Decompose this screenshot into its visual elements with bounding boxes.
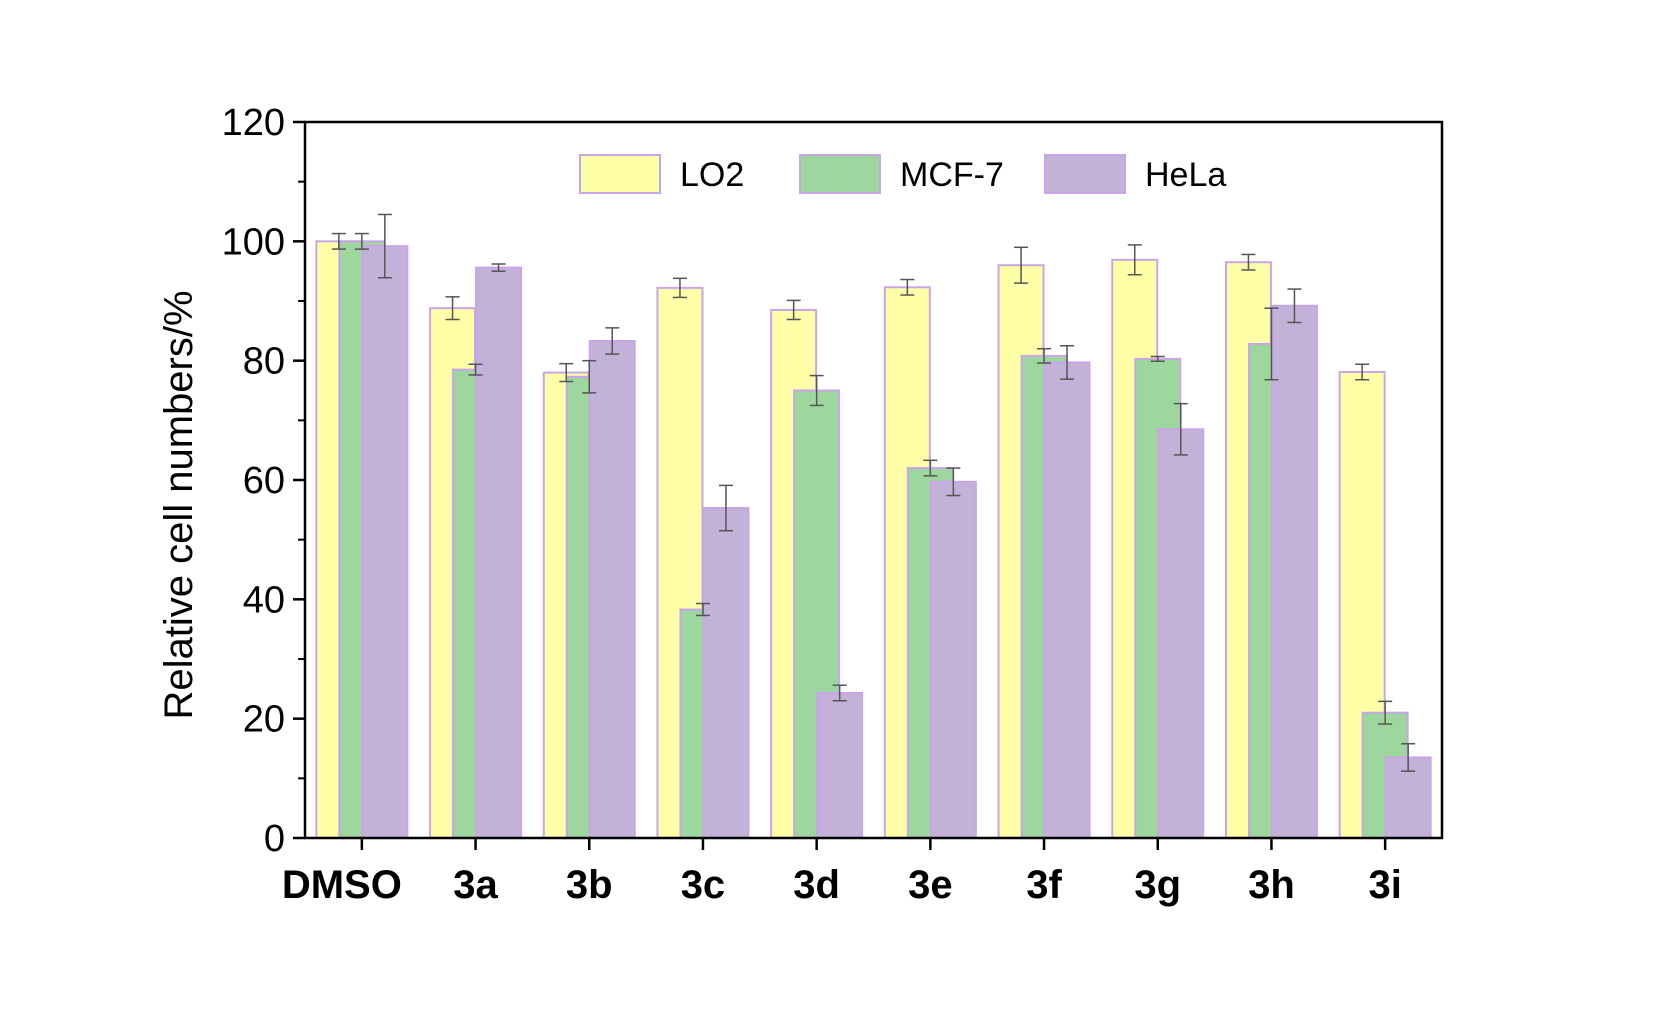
error-bar-hela-3g: [1173, 402, 1188, 456]
x-tick-label: 3b: [566, 863, 613, 907]
error-bar-hela-3b: [605, 327, 620, 355]
error-bar-lo2-3c: [672, 277, 687, 299]
error-bar-mcf-7-3g: [1150, 355, 1165, 363]
error-bar-mcf-7-3a: [468, 363, 483, 376]
bar-hela-3g: [1157, 428, 1205, 839]
bars-layer: [315, 240, 1432, 840]
error-bar-hela-3f: [1060, 345, 1075, 380]
error-bar-lo2-3h: [1241, 253, 1256, 271]
error-bar-mcf-7-3e: [923, 459, 938, 477]
axes-layer: 0 20 40 60 80 100 120 DMSO 3a 3b 3c 3d 3e 3f 3g 3h 3i: [222, 102, 1402, 907]
error-bar-hela-3h: [1287, 288, 1302, 324]
y-tick-label: 20: [243, 699, 285, 741]
error-bar-mcf-7-3h: [1264, 307, 1279, 381]
error-bar-hela-3i: [1401, 742, 1416, 772]
bar-hela-3e: [929, 480, 977, 839]
bar-hela-3a: [475, 266, 523, 839]
x-tick-label: 3i: [1368, 863, 1401, 907]
error-bar-lo2-dmso: [331, 232, 346, 250]
legend-item-lo2: LO2: [579, 154, 744, 194]
y-tick-label: 60: [243, 460, 285, 502]
y-tick-label: 40: [243, 579, 285, 621]
legend-item-hela: HeLa: [1044, 154, 1226, 194]
error-bar-lo2-3a: [445, 296, 460, 321]
error-bar-lo2-3f: [1014, 246, 1029, 284]
x-tick-label: 3f: [1026, 863, 1062, 907]
error-bar-lo2-3b: [559, 362, 574, 383]
legend-label: LO2: [680, 156, 744, 194]
x-tick-label: 3e: [908, 863, 953, 907]
error-bar-mcf-7-3c: [695, 602, 710, 617]
bar-hela-3h: [1270, 304, 1318, 840]
error-bar-mcf-7-3d: [809, 374, 824, 407]
legend-item-mcf-7: MCF-7: [799, 154, 1004, 194]
error-bars-layer: [331, 213, 1416, 772]
x-tick-label: 3c: [681, 863, 726, 907]
error-bar-hela-3c: [718, 484, 733, 532]
bar-hela-3f: [1043, 361, 1091, 839]
x-tick-label: DMSO: [282, 863, 402, 907]
legend-swatch: [579, 154, 661, 194]
error-bar-hela-3d: [832, 684, 847, 702]
x-tick-label: 3d: [793, 863, 840, 907]
error-bar-lo2-3g: [1127, 244, 1142, 276]
bar-hela-3b: [588, 339, 636, 839]
bar-hela-dmso: [361, 245, 409, 839]
legend: LO2 MCF-7 HeLa: [579, 154, 1226, 194]
error-bar-lo2-3e: [900, 278, 915, 296]
error-bar-mcf-7-3f: [1037, 347, 1052, 364]
error-bar-mcf-7-3b: [582, 359, 597, 394]
x-tick-label: 3g: [1134, 863, 1181, 907]
legend-label: HeLa: [1145, 156, 1226, 194]
y-tick-label: 120: [222, 102, 285, 144]
bar-hela-3c: [702, 507, 750, 839]
y-axis-label: Relative cell numbers/%: [157, 290, 201, 719]
bar-hela-3d: [816, 692, 864, 840]
legend-swatch: [1044, 154, 1126, 194]
error-bar-hela-3e: [946, 467, 961, 497]
x-tick-label: 3h: [1248, 863, 1295, 907]
legend-swatch: [799, 154, 881, 194]
y-tick-label: 80: [243, 341, 285, 383]
y-tick-label: 0: [264, 818, 285, 860]
error-bar-lo2-3d: [786, 299, 801, 321]
legend-label: MCF-7: [900, 156, 1004, 194]
error-bar-mcf-7-3i: [1378, 700, 1393, 725]
error-bar-hela-3a: [491, 263, 506, 272]
error-bar-hela-dmso: [377, 213, 392, 279]
error-bar-mcf-7-dmso: [354, 232, 369, 250]
error-bar-lo2-3i: [1355, 363, 1370, 381]
x-tick-label: 3a: [453, 863, 498, 907]
y-tick-label: 100: [222, 221, 285, 263]
